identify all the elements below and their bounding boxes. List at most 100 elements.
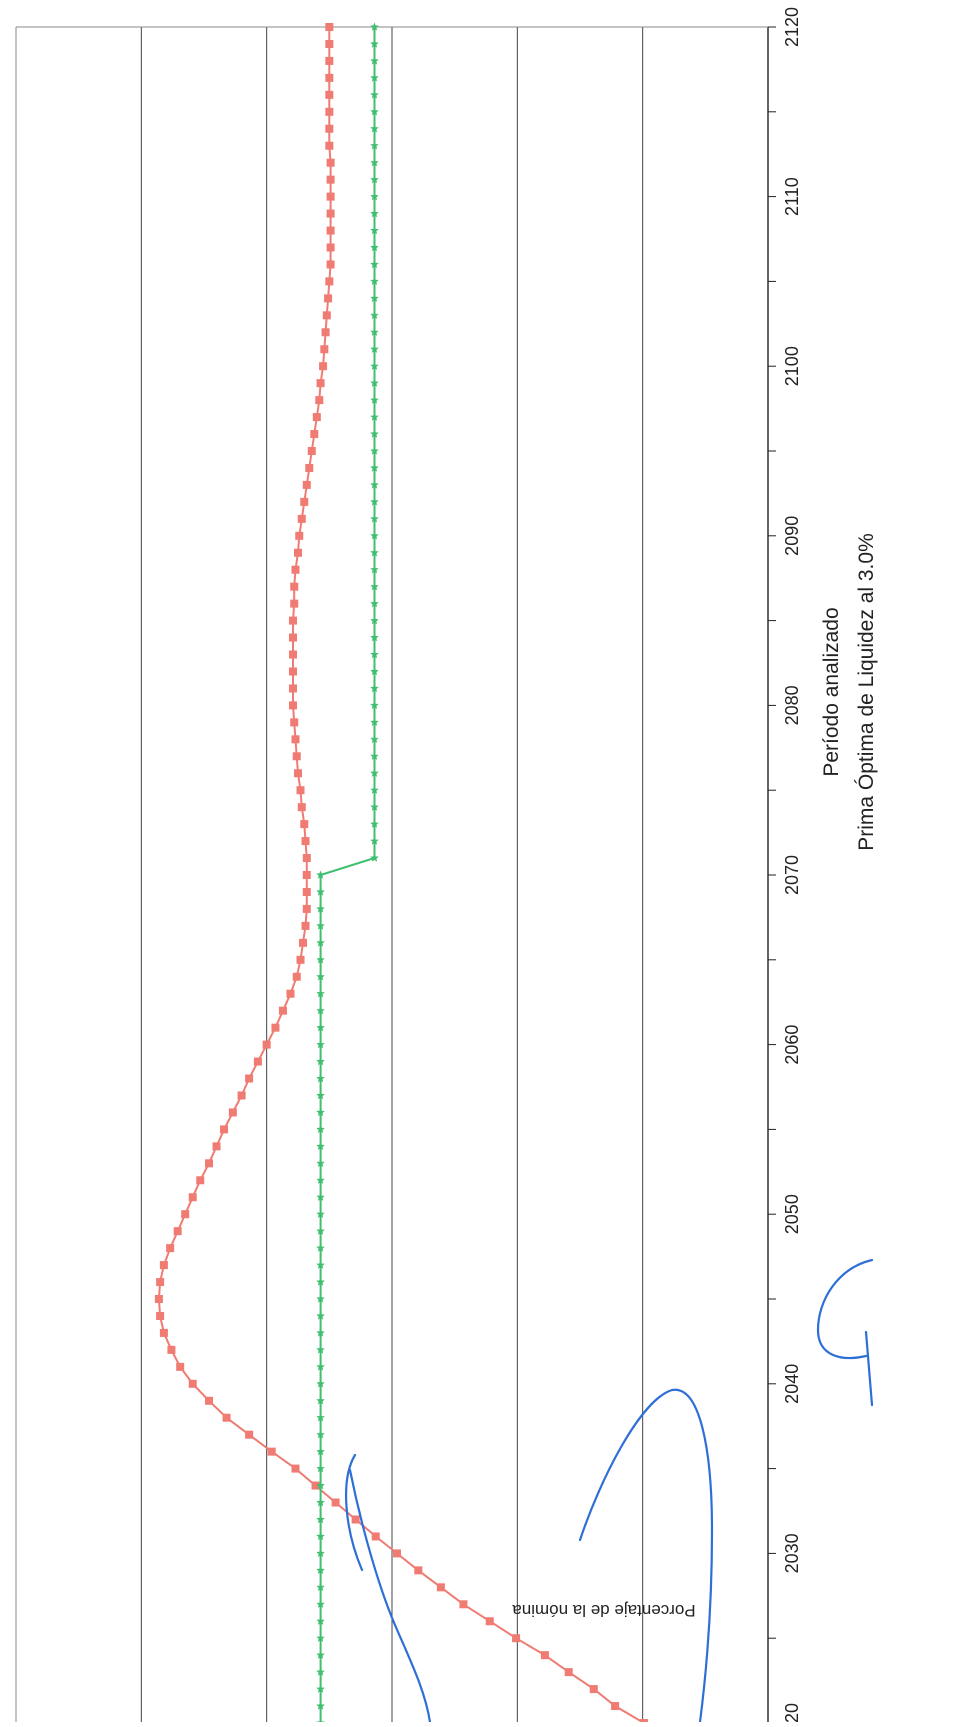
data-point: [326, 192, 335, 201]
data-point: [315, 396, 324, 405]
data-point: [326, 175, 335, 184]
data-point: [325, 107, 334, 116]
data-point: [288, 701, 297, 710]
data-point: [325, 90, 334, 99]
data-point: [370, 751, 379, 760]
y-axis-title: Porcentaje de la nómina: [512, 1601, 696, 1620]
series-2: [316, 22, 379, 1727]
data-point: [288, 667, 297, 676]
data-point: [300, 497, 309, 506]
data-point: [316, 1718, 325, 1727]
data-point: [370, 175, 379, 184]
data-point: [316, 1667, 325, 1676]
data-point: [316, 1006, 325, 1015]
data-point: [370, 259, 379, 269]
x-axis-title: Período analizado: [820, 607, 843, 776]
data-point: [154, 1295, 163, 1303]
data-point: [296, 786, 305, 795]
data-point: [316, 1345, 325, 1354]
data-point: [288, 684, 297, 693]
data-point: [512, 1634, 521, 1643]
data-point: [212, 1142, 221, 1151]
data-point: [370, 412, 379, 421]
data-point: [316, 1701, 325, 1710]
data-point: [316, 1362, 325, 1371]
data-point: [307, 447, 316, 455]
data-point: [331, 1498, 340, 1507]
data-point: [316, 1124, 325, 1133]
data-point: [316, 904, 325, 913]
data-point: [370, 395, 379, 404]
data-point: [288, 616, 297, 625]
data-point: [321, 328, 330, 337]
data-point: [370, 276, 379, 285]
data-point: [370, 497, 379, 506]
data-point: [300, 820, 309, 829]
signature-stroke-lower: [348, 1468, 432, 1724]
data-point: [370, 22, 379, 31]
data-point: [188, 1379, 197, 1388]
data-point: [611, 1702, 620, 1711]
data-point: [291, 565, 300, 574]
x-tick-label: 2070: [782, 855, 802, 895]
data-point: [316, 989, 325, 998]
data-point: [301, 921, 310, 930]
data-point: [393, 1549, 402, 1558]
data-point: [310, 430, 319, 439]
data-point: [188, 1193, 197, 1202]
data-point: [167, 1345, 176, 1354]
data-point: [325, 141, 334, 150]
data-point: [370, 700, 379, 709]
x-tick-label: 2090: [782, 516, 802, 556]
data-point: [156, 1278, 165, 1287]
data-point: [370, 310, 379, 319]
data-point: [370, 548, 379, 557]
data-point: [326, 243, 335, 252]
data-point: [325, 39, 334, 48]
data-point: [370, 361, 379, 370]
data-point: [322, 311, 331, 320]
data-point: [159, 1328, 168, 1337]
x-tick-label: 2080: [782, 685, 802, 725]
data-point: [316, 938, 325, 947]
data-point: [371, 1532, 380, 1541]
data-point: [316, 1243, 325, 1252]
data-point: [262, 1040, 271, 1049]
data-point: [324, 294, 333, 303]
data-point: [294, 769, 302, 778]
data-point: [316, 1158, 325, 1167]
data-point: [370, 327, 379, 336]
data-point: [316, 1430, 325, 1439]
chart-subtitle: Prima Óptima de Liquidez al 3.0%: [855, 533, 878, 851]
data-point: [288, 650, 297, 659]
data-point: [296, 955, 305, 964]
data-point: [316, 1074, 325, 1083]
data-point: [370, 429, 379, 438]
data-point: [228, 1108, 237, 1117]
data-point: [316, 1091, 325, 1100]
data-point: [325, 277, 334, 286]
data-point: [316, 1464, 325, 1473]
data-point: [326, 209, 335, 218]
data-point: [370, 514, 379, 523]
data-point: [316, 1531, 325, 1541]
signature-flourish: [344, 1453, 364, 1572]
data-point: [370, 599, 379, 608]
data-point: [370, 90, 379, 99]
data-point: [316, 1599, 325, 1608]
data-point: [316, 1413, 325, 1422]
data-point: [370, 39, 379, 48]
data-point: [316, 1396, 325, 1405]
data-point: [319, 362, 328, 371]
axes: 0.0010.0020.0030.0040.0050.0060.00202020…: [15, 7, 802, 1727]
data-point: [316, 1548, 325, 1557]
data-point: [370, 582, 379, 591]
data-point: [159, 1261, 168, 1270]
data-point: [316, 1616, 325, 1625]
data-point: [291, 1464, 300, 1473]
data-point: [325, 73, 334, 82]
data-point: [316, 972, 325, 981]
x-tick-label: 2110: [782, 177, 802, 216]
